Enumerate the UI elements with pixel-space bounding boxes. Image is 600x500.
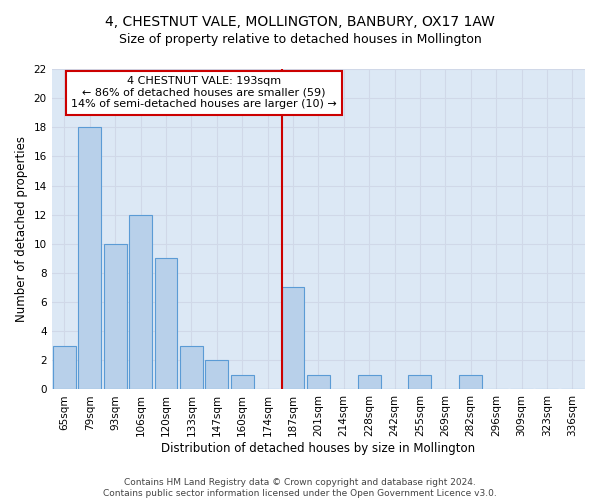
Bar bbox=[180, 346, 203, 390]
Y-axis label: Number of detached properties: Number of detached properties bbox=[15, 136, 28, 322]
Bar bbox=[358, 375, 380, 390]
Bar bbox=[409, 375, 431, 390]
Bar bbox=[205, 360, 228, 390]
Text: Contains HM Land Registry data © Crown copyright and database right 2024.
Contai: Contains HM Land Registry data © Crown c… bbox=[103, 478, 497, 498]
Bar bbox=[281, 288, 304, 390]
Text: 4, CHESTNUT VALE, MOLLINGTON, BANBURY, OX17 1AW: 4, CHESTNUT VALE, MOLLINGTON, BANBURY, O… bbox=[105, 15, 495, 29]
Bar bbox=[459, 375, 482, 390]
Bar bbox=[104, 244, 127, 390]
Bar bbox=[307, 375, 330, 390]
Bar bbox=[129, 214, 152, 390]
Bar bbox=[155, 258, 178, 390]
Bar bbox=[231, 375, 254, 390]
Bar bbox=[79, 128, 101, 390]
Text: 4 CHESTNUT VALE: 193sqm
← 86% of detached houses are smaller (59)
14% of semi-de: 4 CHESTNUT VALE: 193sqm ← 86% of detache… bbox=[71, 76, 337, 110]
Bar bbox=[53, 346, 76, 390]
X-axis label: Distribution of detached houses by size in Mollington: Distribution of detached houses by size … bbox=[161, 442, 475, 455]
Text: Size of property relative to detached houses in Mollington: Size of property relative to detached ho… bbox=[119, 32, 481, 46]
